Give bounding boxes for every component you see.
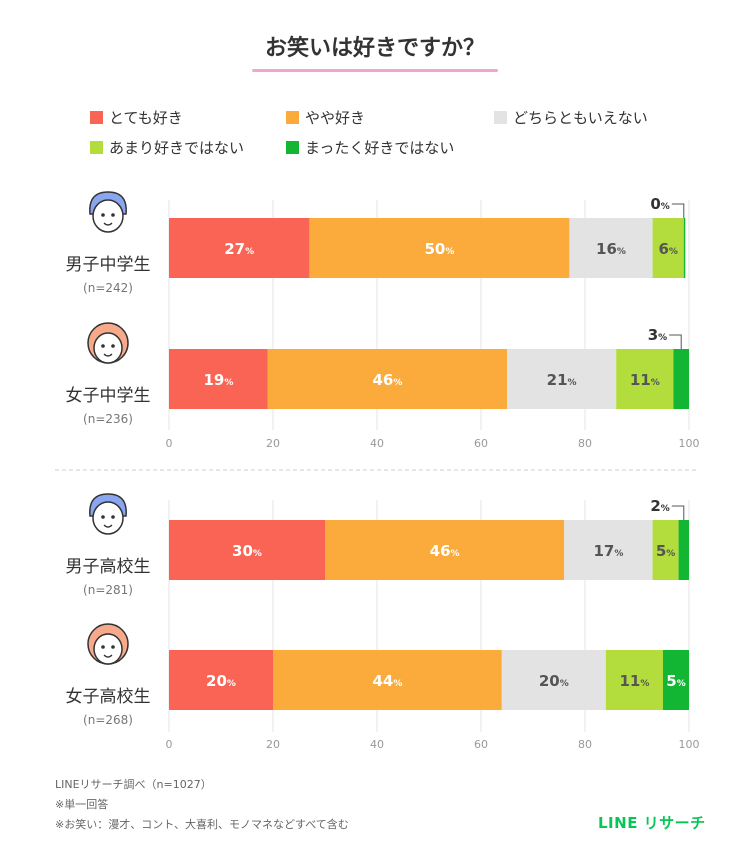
x-tick-label: 60 [474,437,488,450]
x-tick-label: 100 [679,437,700,450]
data-label: 2% [650,497,669,515]
sample-size-label: (n=236) [83,412,133,426]
bar-segment [507,349,617,409]
legend-item-4: あまり好きではない [90,137,244,158]
callout-line [671,203,685,218]
footnote-source: LINEリサーチ調べ（n=1027） [55,778,212,791]
x-tick-label: 40 [370,437,384,450]
face-shape [92,199,124,233]
mouth [103,353,113,357]
bar-segment [169,520,325,580]
boy-face-icon [89,493,127,535]
mouth [103,524,113,528]
girl-face-icon [87,322,129,364]
boy-face-icon [89,191,127,233]
girl-face-icon [87,623,129,665]
legend-item-1: とても好き [90,107,183,128]
eye-left [101,213,105,217]
mouth [103,654,113,658]
footnote-definition: ※お笑い：漫才、コント、大喜利、モノマネなどすべて含む [55,818,349,831]
bar-segment [678,520,689,580]
eye-right [111,515,115,519]
legend-swatch-4 [90,141,103,154]
face-shape [93,332,123,364]
sample-size-label: (n=268) [83,713,133,727]
bar-segment [663,650,689,710]
chart-title: お笑いは好きですか？ [264,36,485,61]
legend-swatch-5 [286,141,299,154]
eye-right [111,344,115,348]
bar-segment [169,650,273,710]
bar-segment [616,349,674,409]
callout-line [669,334,682,349]
x-tick-label: 80 [578,437,592,450]
bar-segment [273,650,502,710]
sample-size-label: (n=242) [83,281,133,295]
bar-segment [169,218,310,278]
category-label: 男子中学生 [66,255,151,275]
face-shape [92,501,124,535]
x-tick-label: 80 [578,738,592,751]
legend-item-5: まったく好きではない [286,137,454,158]
x-tick-label: 20 [266,738,280,751]
bar-segment [652,218,684,278]
bar-segment [501,650,606,710]
legend-swatch-1 [90,111,103,124]
eye-left [101,344,105,348]
x-tick-label: 0 [166,738,173,751]
bar-segment [683,218,686,278]
brand-logo: LINE リサーチ [598,814,706,832]
category-label: 男子高校生 [66,557,151,577]
sample-size-label: (n=281) [83,583,133,597]
bar-segment [169,349,268,409]
legend-label-1: とても好き [109,109,183,127]
legend-label-4: あまり好きではない [109,139,245,157]
legend-item-3: どちらともいえない [494,107,648,128]
bar-segment [652,520,679,580]
legend-item-2: やや好き [286,107,365,128]
bar-segment [564,520,653,580]
title-underline [252,69,498,72]
eye-right [111,213,115,217]
bar-segment [309,218,570,278]
eye-right [111,645,115,649]
legend-label-2: やや好き [305,109,366,127]
x-tick-label: 20 [266,437,280,450]
mouth [103,222,113,226]
x-tick-label: 40 [370,738,384,751]
category-label: 女子中学生 [66,386,151,406]
data-label: 3% [648,326,667,344]
x-tick-label: 100 [679,738,700,751]
eye-left [101,645,105,649]
bar-segment [605,650,663,710]
eye-left [101,515,105,519]
data-label: 0% [650,195,669,213]
category-label: 女子高校生 [66,687,151,707]
callout-line [671,505,685,520]
bar-segment [673,349,689,409]
bar-segment [569,218,653,278]
bar-segment [267,349,507,409]
footnote-single-answer: ※単一回答 [55,798,109,811]
legend-label-5: まったく好きではない [305,139,455,157]
x-tick-label: 60 [474,738,488,751]
legend-swatch-2 [286,111,299,124]
face-shape [93,633,123,665]
legend-label-3: どちらともいえない [513,109,648,127]
x-tick-label: 0 [166,437,173,450]
legend-swatch-3 [494,111,507,124]
bar-segment [325,520,565,580]
